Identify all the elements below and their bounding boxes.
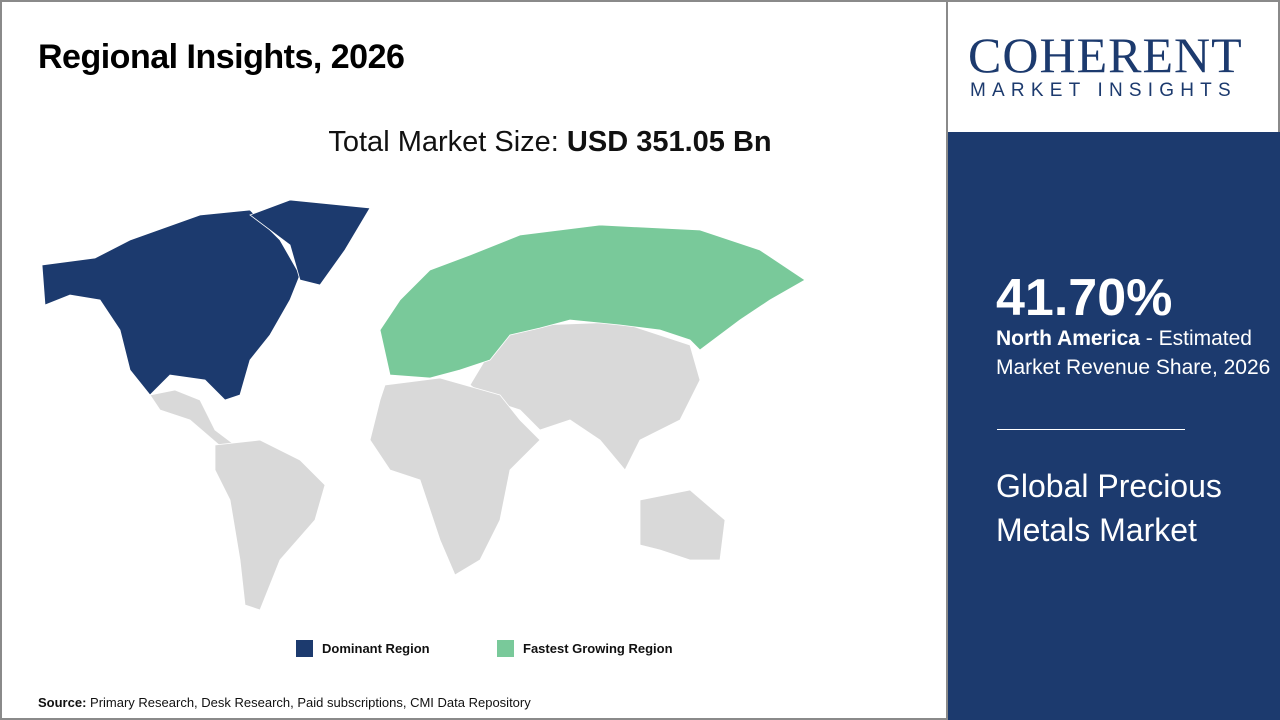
legend-swatch-fastest	[497, 640, 514, 657]
legend-fastest: Fastest Growing Region	[497, 640, 673, 657]
market-name: Global Precious Metals Market	[996, 468, 1222, 548]
region-north-america	[41, 209, 301, 401]
region-europe-russia	[379, 224, 806, 379]
legend-label: Fastest Growing Region	[523, 641, 673, 656]
logo-main-text: COHERENT	[968, 27, 1243, 83]
share-description-text: - Estimated Market Revenue Share, 2026	[996, 327, 1271, 379]
logo-sub-text: MARKET INSIGHTS	[970, 80, 1237, 101]
total-market-size: Total Market Size: USD 351.05 Bn	[0, 126, 1100, 159]
region-australia	[639, 489, 726, 561]
logo: COHERENT MARKET INSIGHTS	[948, 0, 1280, 132]
share-percent: 41.70%	[996, 269, 1173, 327]
total-market-value: USD 351.05 Bn	[566, 126, 772, 158]
summary-panel: COHERENT MARKET INSIGHTS 41.70% North Am…	[948, 0, 1280, 720]
region-greenland	[249, 199, 371, 286]
source-text: Primary Research, Desk Research, Paid su…	[90, 695, 531, 710]
legend-label: Dominant Region	[322, 641, 430, 656]
source-label: Source:	[38, 695, 87, 710]
source-note: Source: Primary Research, Desk Research,…	[38, 695, 531, 710]
total-market-label: Total Market Size:	[328, 126, 559, 158]
share-description: North America - Estimated Market Revenue…	[996, 324, 1271, 382]
region-africa	[369, 377, 541, 576]
legend-swatch-dominant	[296, 640, 313, 657]
legend-dominant: Dominant Region	[296, 640, 430, 657]
world-map	[41, 199, 806, 611]
page-title: Regional Insights, 2026	[38, 38, 405, 76]
region-south-america	[214, 439, 326, 611]
share-region: North America	[996, 327, 1140, 350]
region-central-america	[149, 389, 236, 451]
divider	[997, 429, 1185, 430]
